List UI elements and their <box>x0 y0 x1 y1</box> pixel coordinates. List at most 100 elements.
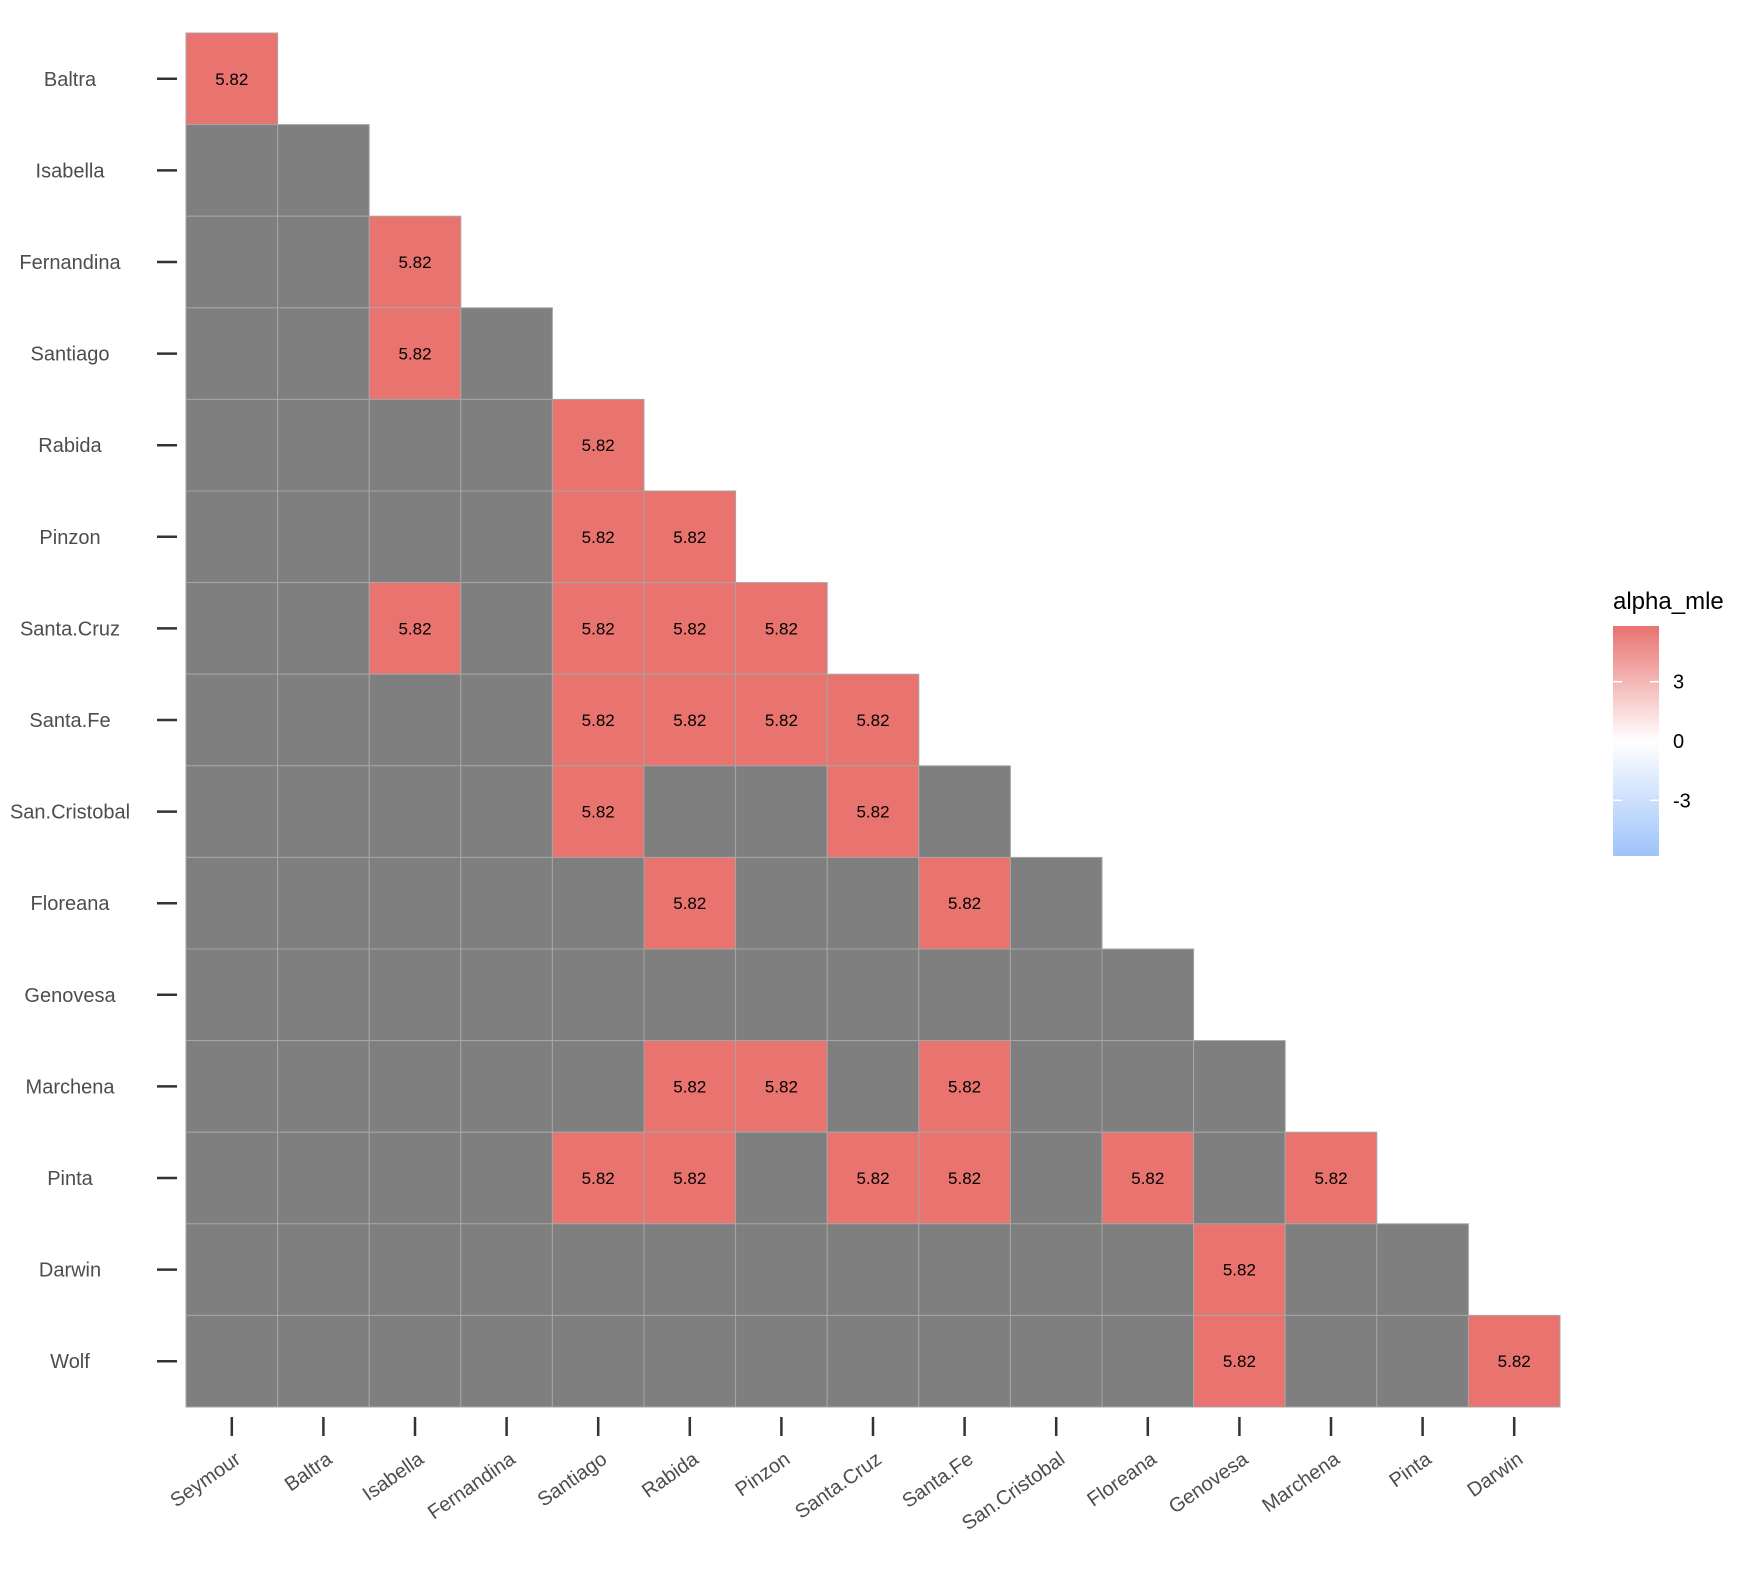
heatmap-cell-Pinta-Rabida <box>643 1131 737 1225</box>
cell-value-label: 5.82 <box>1223 1352 1256 1371</box>
x-tick-label: Pinzon <box>732 1448 795 1501</box>
heatmap-cell-Floreana-Santa.Cruz <box>826 856 920 950</box>
heatmap-cell-Isabella-Seymour <box>185 124 279 217</box>
heatmap-cell-Genovesa-Baltra <box>277 948 370 1042</box>
heatmap-cell-Pinta-Baltra <box>277 1131 370 1225</box>
y-tick-label: Fernandina <box>19 252 121 274</box>
heatmap-cell-Pinta-Genovesa <box>1193 1131 1286 1225</box>
heatmap-cell-San.Cristobal-Baltra <box>277 765 370 858</box>
heatmap-cell-Santa.Fe-Baltra <box>277 673 370 767</box>
heatmap-cell-Darwin-Fernandina <box>460 1223 553 1316</box>
y-tick-label: Pinzon <box>39 527 100 549</box>
heatmap-cell-Genovesa-Santa.Fe <box>918 948 1011 1042</box>
heatmap-cell-Darwin-Marchena <box>1284 1223 1378 1316</box>
heatmap-cell-Santiago-Baltra <box>277 307 370 400</box>
heatmap-cell-Pinzon-Santiago <box>551 490 645 584</box>
heatmap-cell-Genovesa-Floreana <box>1101 948 1195 1042</box>
heatmap-cell-Darwin-Seymour <box>185 1223 279 1316</box>
cell-value-label: 5.82 <box>582 436 615 455</box>
heatmap-cell-Darwin-Santiago <box>551 1223 645 1316</box>
heatmap-cell-Fernandina-Isabella <box>368 215 462 309</box>
y-tick-label: Santa.Fe <box>29 710 110 732</box>
x-tick-label: San.Cristobal <box>958 1448 1069 1535</box>
heatmap-cell-Santa.Fe-Rabida <box>643 673 737 767</box>
x-tick-label: Genovesa <box>1165 1448 1253 1519</box>
heatmap-cell-Rabida-Seymour <box>185 398 279 492</box>
cell-value-label: 5.82 <box>765 619 798 638</box>
cell-value-label: 5.82 <box>398 253 431 272</box>
cell-value-label: 5.82 <box>948 1077 981 1096</box>
heatmap-cell-Pinzon-Isabella <box>368 490 462 584</box>
x-tick-label: Baltra <box>281 1448 337 1496</box>
heatmap-cell-San.Cristobal-Rabida <box>643 765 737 858</box>
heatmap-cell-Floreana-Baltra <box>277 856 370 950</box>
cell-value-label: 5.82 <box>856 803 889 822</box>
heatmap-cell-San.Cristobal-Fernandina <box>460 765 553 858</box>
heatmap-cell-Santa.Cruz-Seymour <box>185 582 279 675</box>
heatmap-cell-Wolf-Santa.Fe <box>918 1314 1011 1408</box>
x-tick-label: Marchena <box>1258 1448 1344 1518</box>
cell-value-label: 5.82 <box>673 1169 706 1188</box>
cell-value-label: 5.82 <box>582 619 615 638</box>
x-tick-label: Pinta <box>1386 1448 1437 1493</box>
heatmap-cell-Darwin-Santa.Fe <box>918 1223 1011 1316</box>
y-tick-label: Baltra <box>44 69 97 91</box>
heatmap-cell-Darwin-Genovesa <box>1193 1223 1286 1316</box>
heatmap-cell-Santa.Cruz-Santiago <box>551 582 645 675</box>
cell-value-label: 5.82 <box>1223 1261 1256 1280</box>
cell-value-label: 5.82 <box>582 1169 615 1188</box>
heatmap-cell-Darwin-Pinzon <box>735 1223 828 1316</box>
heatmap-cell-Darwin-Rabida <box>643 1223 737 1316</box>
cell-value-label: 5.82 <box>673 1077 706 1096</box>
heatmap-cell-Darwin-Isabella <box>368 1223 462 1316</box>
cell-value-label: 5.82 <box>398 619 431 638</box>
heatmap-cells: 5.82 5.82 5.82 5.82 5.82 5.82 5.82 5.82 5.82 5.82… <box>185 32 1561 1408</box>
cell-value-label: 5.82 <box>398 345 431 364</box>
heatmap-cell-Genovesa-Rabida <box>643 948 737 1042</box>
cell-value-label: 5.82 <box>856 711 889 730</box>
heatmap-cell-Genovesa-Seymour <box>185 948 279 1042</box>
heatmap-cell-Genovesa-San.Cristobal <box>1009 948 1103 1042</box>
heatmap-cell-Wolf-Santa.Cruz <box>826 1314 920 1408</box>
heatmap-cell-Santiago-Seymour <box>185 307 279 400</box>
heatmap-cell-Floreana-Isabella <box>368 856 462 950</box>
heatmap-cell-Floreana-Rabida <box>643 856 737 950</box>
heatmap-cell-Floreana-San.Cristobal <box>1009 856 1103 950</box>
heatmap-cell-Wolf-Marchena <box>1284 1314 1378 1408</box>
heatmap-cell-Pinzon-Rabida <box>643 490 737 584</box>
heatmap-cell-Wolf-Rabida <box>643 1314 737 1408</box>
cell-value-label: 5.82 <box>856 1169 889 1188</box>
heatmap-cell-Pinta-Isabella <box>368 1131 462 1225</box>
y-tick-label: Santiago <box>31 344 110 366</box>
heatmap-cell-Wolf-Baltra <box>277 1314 370 1408</box>
heatmap-cell-Genovesa-Santa.Cruz <box>826 948 920 1042</box>
x-tick-label: Santiago <box>534 1448 611 1511</box>
cell-value-label: 5.82 <box>765 1077 798 1096</box>
x-tick-label: Santa.Cruz <box>791 1448 886 1523</box>
cell-value-label: 5.82 <box>1131 1169 1164 1188</box>
legend: alpha_mle 3 0 -3 <box>1613 588 1724 856</box>
heatmap-cell-Marchena-Fernandina <box>460 1040 553 1133</box>
heatmap-cell-Santa.Fe-Pinzon <box>735 673 828 767</box>
cell-value-label: 5.82 <box>215 70 248 89</box>
heatmap-cell-Pinzon-Seymour <box>185 490 279 584</box>
heatmap-cell-San.Cristobal-Seymour <box>185 765 279 858</box>
heatmap-cell-Pinta-Santa.Fe <box>918 1131 1011 1225</box>
heatmap-cell-Darwin-Pinta <box>1376 1223 1469 1316</box>
heatmap-cell-San.Cristobal-Pinzon <box>735 765 828 858</box>
heatmap-cell-Darwin-Floreana <box>1101 1223 1195 1316</box>
heatmap-cell-Genovesa-Pinzon <box>735 948 828 1042</box>
heatmap-cell-Marchena-Floreana <box>1101 1040 1195 1133</box>
x-tick-label: Rabida <box>638 1448 703 1503</box>
heatmap-cell-Rabida-Isabella <box>368 398 462 492</box>
heatmap-cell-Wolf-San.Cristobal <box>1009 1314 1103 1408</box>
heatmap-cell-Fernandina-Baltra <box>277 215 370 309</box>
heatmap-cell-Santa.Fe-Isabella <box>368 673 462 767</box>
y-tick-label: Wolf <box>50 1351 90 1373</box>
heatmap-cell-Floreana-Fernandina <box>460 856 553 950</box>
heatmap-cell-San.Cristobal-Santa.Cruz <box>826 765 920 858</box>
heatmap-cell-Darwin-Santa.Cruz <box>826 1223 920 1316</box>
heatmap-cell-Santa.Cruz-Pinzon <box>735 582 828 675</box>
heatmap-cell-Santiago-Isabella <box>368 307 462 400</box>
